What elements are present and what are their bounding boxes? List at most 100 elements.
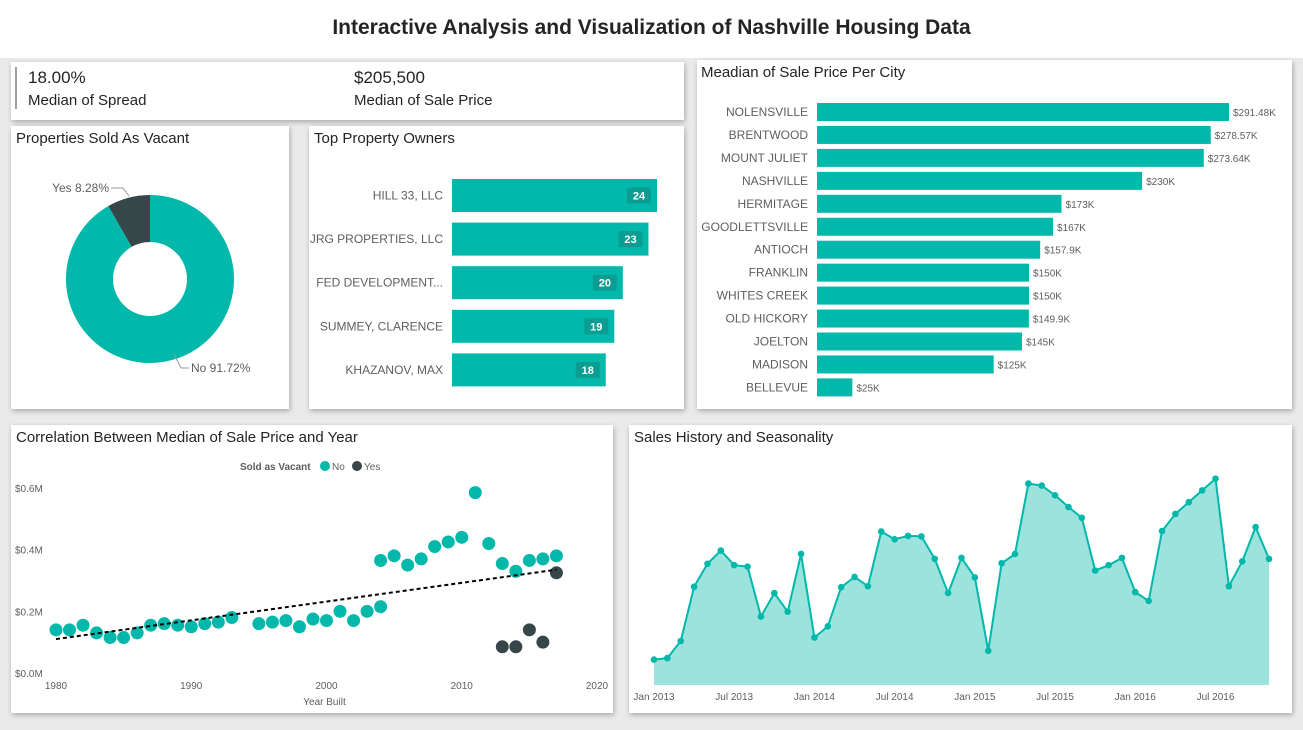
scatter-point-no[interactable] [130, 626, 144, 640]
scatter-point-no[interactable] [225, 611, 239, 624]
area-point[interactable] [730, 561, 738, 569]
scatter-point-no[interactable] [184, 620, 198, 634]
city-bar[interactable] [817, 103, 1229, 121]
area-point[interactable] [998, 559, 1005, 567]
scatter-point-no[interactable] [211, 615, 225, 629]
area-point[interactable] [851, 573, 858, 581]
area-point[interactable] [771, 589, 778, 597]
city-bar-chart[interactable]: NOLENSVILLE $291.48K BRENTWOOD $278.57K MOUN… [697, 60, 1292, 409]
scatter-point-no[interactable] [347, 614, 361, 628]
correlation-scatter-chart[interactable]: Sold as Vacant No Yes $0.0M $0.2M $0.4M $0.6M 1… [11, 425, 613, 713]
scatter-point-no[interactable] [292, 620, 306, 634]
area-point[interactable] [744, 563, 751, 570]
area-point[interactable] [1038, 482, 1046, 489]
scatter-point-yes[interactable] [549, 566, 563, 580]
area-point[interactable] [757, 613, 765, 620]
city-bar[interactable] [817, 240, 1041, 259]
area-point[interactable] [677, 637, 685, 645]
vacant-card[interactable]: Properties Sold As Vacant Yes 8.28% No 91… [11, 126, 289, 409]
city-bar[interactable] [817, 217, 1054, 236]
donut-slice-no[interactable] [65, 195, 234, 363]
donut-slice-yes[interactable] [108, 195, 150, 247]
scatter-point-no[interactable] [455, 530, 469, 544]
scatter-point-no[interactable] [198, 617, 212, 631]
scatter-point-no[interactable] [49, 623, 63, 637]
city-bar[interactable] [817, 194, 1062, 213]
area-point[interactable] [1025, 480, 1032, 487]
scatter-point-no[interactable] [509, 564, 523, 578]
area-point[interactable] [650, 656, 658, 663]
area-point[interactable] [984, 647, 992, 655]
area-point[interactable] [904, 532, 912, 540]
owner-bar[interactable] [452, 179, 657, 212]
scatter-point-no[interactable] [374, 600, 388, 614]
area-point[interactable] [891, 536, 898, 543]
area-point[interactable] [1238, 558, 1246, 565]
city-bar[interactable] [817, 286, 1030, 305]
scatter-point-yes[interactable] [495, 640, 509, 654]
area-point[interactable] [797, 550, 805, 558]
city-bar[interactable] [817, 148, 1204, 167]
scatter-point-no[interactable] [387, 549, 401, 563]
scatter-point-no[interactable] [320, 614, 333, 628]
area-point[interactable] [944, 589, 952, 597]
scatter-point-no[interactable] [549, 549, 563, 563]
area-point[interactable] [931, 555, 939, 563]
area-point[interactable] [864, 582, 872, 590]
scatter-point-no[interactable] [76, 618, 90, 632]
scatter-point-yes[interactable] [522, 623, 536, 637]
scatter-point-no[interactable] [103, 631, 117, 645]
scatter-point-no[interactable] [428, 540, 442, 554]
city-bar[interactable] [817, 355, 994, 374]
area-point[interactable] [1105, 561, 1112, 569]
area-point[interactable] [1212, 475, 1219, 482]
scatter-point-no[interactable] [441, 535, 455, 549]
area-point[interactable] [664, 654, 671, 662]
area-point[interactable] [1051, 492, 1059, 499]
owners-bar-chart[interactable]: HILL 33, LLC 24 JRG PROPERTIES, LLC 23 FED D… [309, 126, 684, 409]
correlation-card[interactable]: Correlation Between Median of Sale Price… [11, 425, 613, 713]
scatter-point-no[interactable] [265, 615, 279, 629]
area-point[interactable] [1132, 588, 1139, 596]
area-point[interactable] [1118, 554, 1126, 562]
owner-bar[interactable] [452, 222, 649, 256]
city-bar[interactable] [817, 263, 1030, 282]
city-bar[interactable] [817, 378, 853, 397]
owners-card[interactable]: Top Property Owners HILL 33, LLC 24 JRG PR… [309, 126, 684, 409]
area-point[interactable] [1172, 510, 1179, 518]
area-point[interactable] [1065, 503, 1072, 511]
area-point[interactable] [717, 547, 725, 554]
scatter-point-no[interactable] [495, 557, 509, 571]
area-point[interactable] [811, 634, 818, 641]
scatter-point-no[interactable] [482, 537, 496, 550]
area-point[interactable] [1158, 527, 1166, 535]
area-point[interactable] [824, 623, 832, 630]
scatter-point-no[interactable] [536, 552, 550, 566]
city-bar[interactable] [817, 332, 1022, 351]
vacant-donut-chart[interactable]: Yes 8.28% No 91.72% [11, 126, 289, 409]
city-bar[interactable] [817, 125, 1211, 144]
area-point[interactable] [784, 608, 791, 615]
scatter-point-no[interactable] [157, 617, 171, 631]
scatter-point-no[interactable] [279, 614, 293, 628]
area-point[interactable] [1078, 514, 1086, 522]
area-point[interactable] [690, 583, 698, 591]
area-point[interactable] [1185, 498, 1193, 506]
scatter-point-no[interactable] [522, 553, 536, 567]
area-point[interactable] [958, 554, 965, 562]
area-point[interactable] [1225, 582, 1233, 590]
area-point[interactable] [1011, 550, 1019, 558]
city-bar[interactable] [817, 171, 1143, 190]
area-point[interactable] [1198, 487, 1206, 494]
area-point[interactable] [918, 533, 925, 540]
scatter-point-no[interactable] [63, 623, 77, 637]
sales-history-area-chart[interactable]: Jan 2013 Jul 2013 Jan 2014 Jul 2014 Jan 2015… [629, 425, 1292, 713]
area-point[interactable] [971, 574, 979, 581]
scatter-point-no[interactable] [414, 552, 428, 566]
scatter-point-yes[interactable] [536, 635, 550, 649]
scatter-point-no[interactable] [144, 618, 158, 632]
area-point[interactable] [837, 583, 845, 591]
scatter-point-no[interactable] [333, 604, 347, 618]
scatter-point-no[interactable] [117, 631, 131, 645]
scatter-point-no[interactable] [374, 553, 388, 567]
